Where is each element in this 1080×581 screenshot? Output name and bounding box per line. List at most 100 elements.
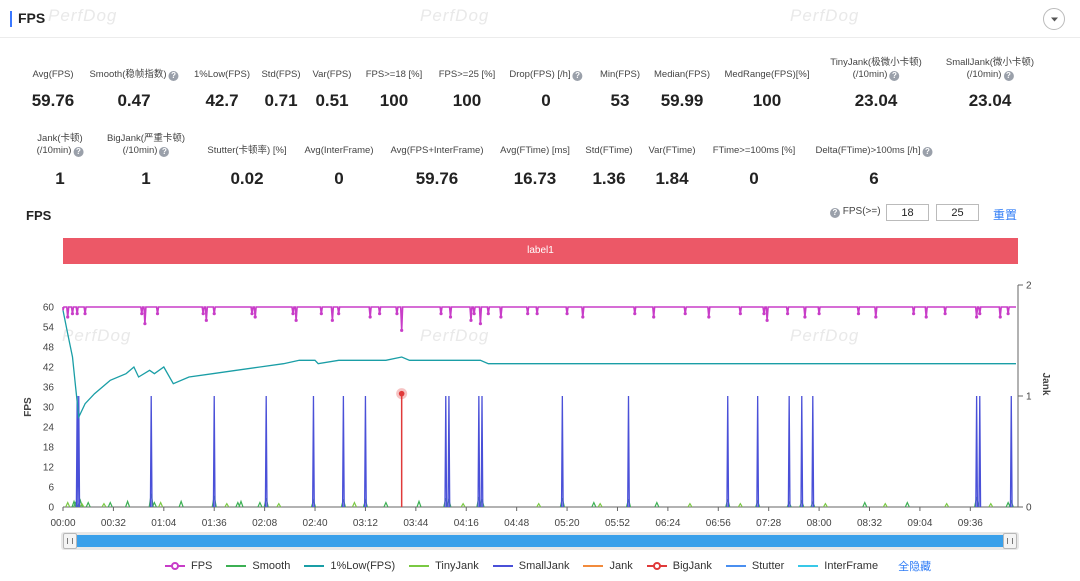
fps-dip-point[interactable] bbox=[378, 312, 382, 316]
fps-dip-point[interactable] bbox=[652, 315, 656, 319]
fps-dip-point[interactable] bbox=[294, 318, 298, 322]
fps-dip-point[interactable] bbox=[856, 312, 861, 316]
fps-dip-point[interactable] bbox=[439, 312, 443, 316]
fps-dip-point[interactable] bbox=[581, 315, 585, 319]
legend-item[interactable]: FPS bbox=[165, 560, 212, 572]
help-icon[interactable]: ? bbox=[572, 71, 583, 81]
legend-item[interactable]: Stutter bbox=[725, 560, 784, 572]
fps-threshold-input-1[interactable] bbox=[886, 204, 929, 221]
smalljank-bar bbox=[447, 395, 451, 508]
fps-dip-point[interactable] bbox=[817, 312, 821, 316]
help-icon[interactable]: ? bbox=[1003, 71, 1014, 81]
reset-button[interactable]: 重置 bbox=[993, 208, 1018, 222]
fps-dip-point[interactable] bbox=[565, 312, 569, 316]
fps-dip-point[interactable] bbox=[738, 312, 742, 316]
fps-dip-point[interactable] bbox=[978, 312, 982, 316]
fps-dip-point[interactable] bbox=[998, 315, 1002, 319]
hide-all-button[interactable]: 全隐藏 bbox=[898, 561, 932, 573]
fps-dip-point[interactable] bbox=[400, 328, 404, 332]
fps-dip-point[interactable] bbox=[912, 312, 916, 316]
help-icon[interactable]: ? bbox=[889, 71, 900, 81]
bigjank-point[interactable] bbox=[398, 390, 405, 397]
smalljank-bar bbox=[149, 395, 153, 508]
stat-var-fps: Var(FPS) 0.51 bbox=[312, 69, 352, 110]
x-tick-label: 00:32 bbox=[101, 518, 126, 529]
legend-item[interactable]: InterFrame bbox=[798, 560, 878, 572]
y-tick-label: 30 bbox=[43, 403, 55, 414]
fps-dip-point[interactable] bbox=[291, 312, 295, 316]
legend-swatch bbox=[304, 561, 325, 571]
fps-dip-point[interactable] bbox=[155, 312, 160, 316]
slider-range[interactable] bbox=[75, 535, 1005, 547]
fps-dip-point[interactable] bbox=[212, 312, 216, 316]
fps-dip-point[interactable] bbox=[785, 312, 790, 316]
fps-dip-point[interactable] bbox=[499, 315, 503, 319]
panel-title: FPS bbox=[18, 10, 46, 26]
legend-item[interactable]: TinyJank bbox=[409, 560, 479, 572]
slider-handle-left[interactable] bbox=[63, 533, 77, 549]
y-tick-label: 0 bbox=[48, 503, 54, 514]
label-band[interactable]: label1 bbox=[63, 238, 1018, 264]
help-icon[interactable]: ? bbox=[922, 147, 933, 157]
fps-dip-point[interactable] bbox=[486, 312, 490, 316]
stat-smalljank: SmallJank(微小卡顿) (/10min)? 23.04 bbox=[945, 57, 1035, 110]
fps-dip-point[interactable] bbox=[201, 312, 205, 316]
legend-item[interactable]: BigJank bbox=[646, 560, 712, 572]
fps-dip-point[interactable] bbox=[337, 312, 341, 316]
fps-dip-point[interactable] bbox=[762, 312, 766, 316]
fps-dip-point[interactable] bbox=[253, 315, 257, 319]
fps-dip-point[interactable] bbox=[469, 318, 473, 322]
help-icon[interactable]: ? bbox=[73, 147, 84, 157]
x-tick-label: 07:28 bbox=[756, 518, 781, 529]
fps-dip-point[interactable] bbox=[803, 315, 807, 319]
smooth-spike bbox=[151, 501, 157, 508]
y2-tick-label: 2 bbox=[1026, 281, 1032, 292]
slider-handle-right[interactable] bbox=[1003, 533, 1017, 549]
stat-median-fps: Median(FPS) 59.99 bbox=[654, 69, 710, 110]
fps-dip-point[interactable] bbox=[633, 312, 637, 316]
fps-dip-point[interactable] bbox=[250, 312, 254, 316]
fps-dip-point[interactable] bbox=[330, 318, 334, 322]
fps-dip-point[interactable] bbox=[83, 312, 87, 316]
fps-dip-point[interactable] bbox=[683, 312, 687, 316]
help-icon[interactable]: ? bbox=[159, 147, 170, 157]
help-icon[interactable]: ? bbox=[168, 71, 179, 81]
fps-dip-point[interactable] bbox=[535, 312, 539, 316]
fps-dip-point[interactable] bbox=[478, 322, 483, 326]
fps-dip-point[interactable] bbox=[204, 318, 208, 322]
fps-dip-point[interactable] bbox=[765, 318, 769, 322]
help-icon[interactable]: ? bbox=[830, 208, 840, 218]
fps-dip-point[interactable] bbox=[368, 315, 372, 319]
tinyjank-spike bbox=[988, 502, 994, 508]
tinyjank-spike bbox=[822, 502, 828, 508]
legend-item[interactable]: SmallJank bbox=[492, 560, 569, 572]
fps-dip-point[interactable] bbox=[1006, 312, 1010, 316]
fps-dip-point[interactable] bbox=[140, 312, 144, 316]
tinyjank-spike bbox=[687, 502, 693, 508]
fps-dip-point[interactable] bbox=[395, 312, 399, 316]
fps-dip-point[interactable] bbox=[707, 315, 711, 319]
fps-threshold-input-2[interactable] bbox=[936, 204, 979, 221]
fps-dip-point[interactable] bbox=[319, 312, 323, 316]
legend-item[interactable]: Jank bbox=[583, 560, 633, 572]
fps-dip-point[interactable] bbox=[472, 312, 476, 316]
fps-dip-point[interactable] bbox=[526, 312, 530, 316]
collapse-button[interactable] bbox=[1043, 8, 1065, 30]
legend-item[interactable]: 1%Low(FPS) bbox=[304, 560, 395, 572]
tinyjank-spike bbox=[79, 502, 85, 508]
fps-dip-point[interactable] bbox=[975, 315, 979, 319]
fps-dip-point[interactable] bbox=[75, 312, 79, 316]
y-tick-label: 18 bbox=[43, 443, 55, 454]
legend-label: InterFrame bbox=[824, 560, 879, 572]
fps-dip-point[interactable] bbox=[66, 315, 70, 319]
time-range-slider[interactable] bbox=[61, 532, 1019, 550]
fps-dip-point[interactable] bbox=[924, 315, 928, 319]
legend-item[interactable]: Smooth bbox=[226, 560, 290, 572]
smooth-spike bbox=[178, 499, 184, 508]
fps-dip-point[interactable] bbox=[874, 315, 878, 319]
fps-dip-point[interactable] bbox=[143, 322, 147, 326]
fps-dip-point[interactable] bbox=[943, 312, 947, 316]
fps-dip-point[interactable] bbox=[70, 312, 75, 316]
fps-dip-point[interactable] bbox=[448, 315, 453, 319]
